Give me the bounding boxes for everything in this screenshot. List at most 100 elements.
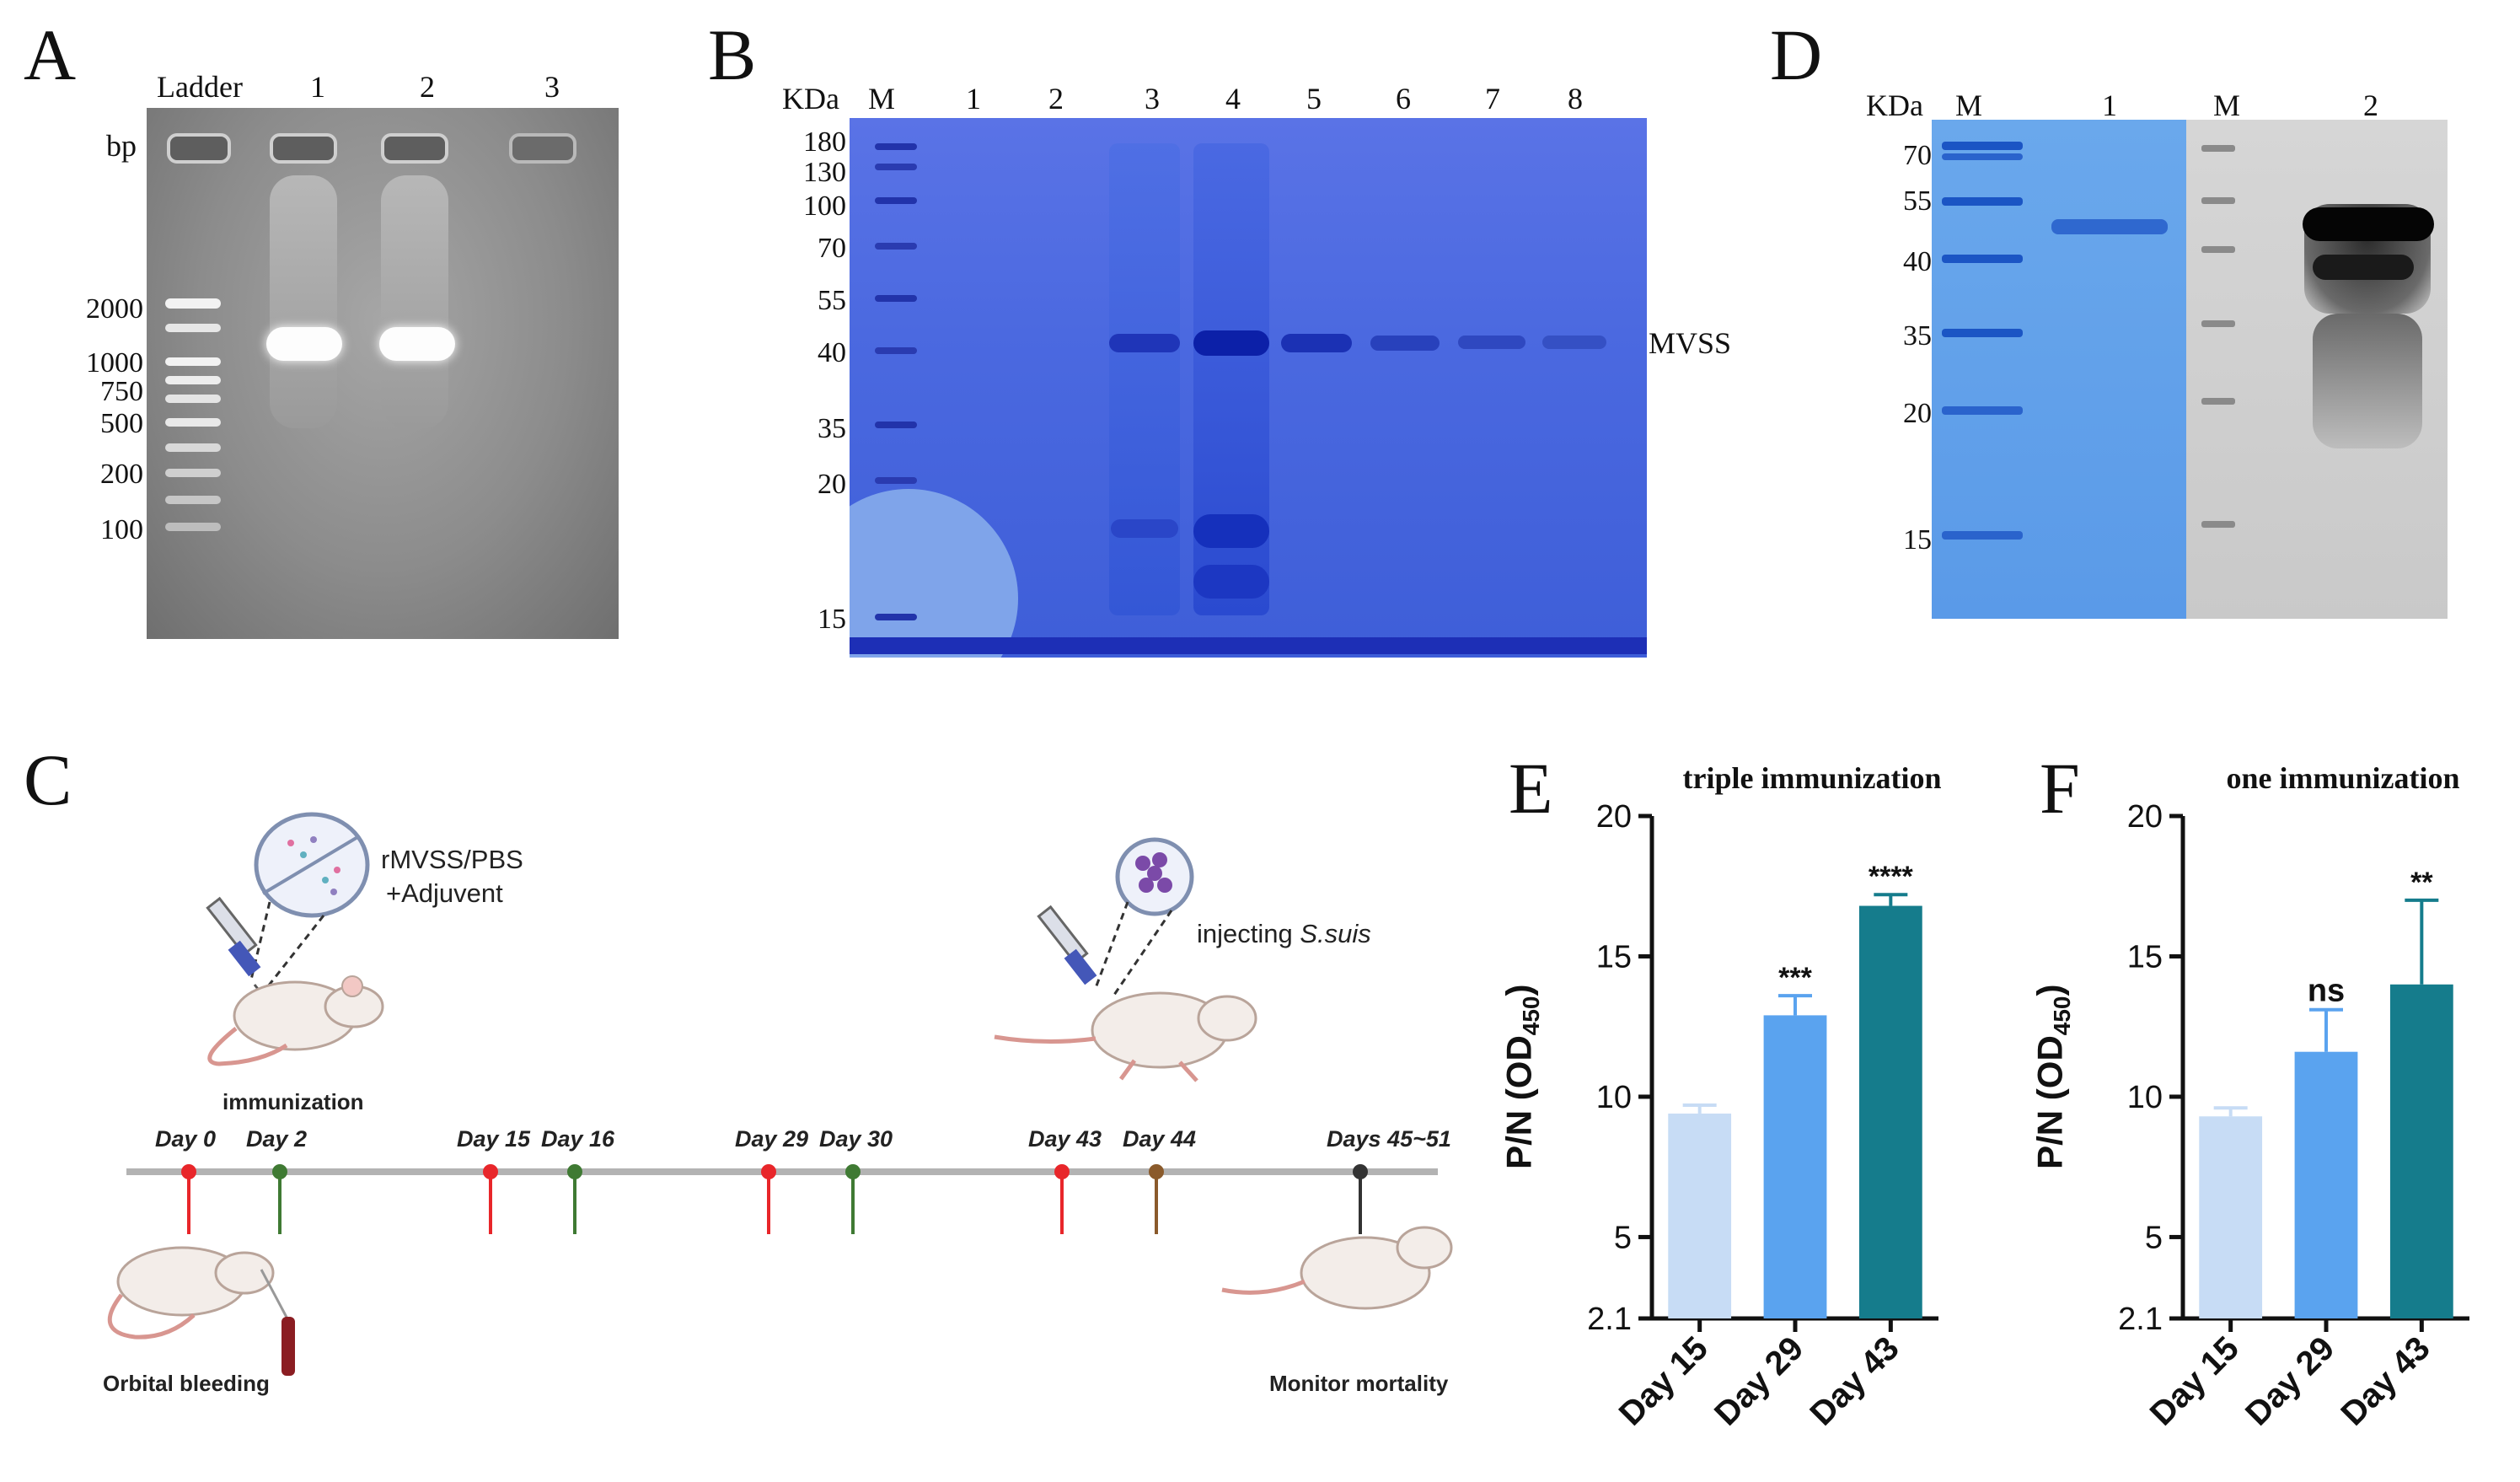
gel-b-lane-3: 3 — [1145, 82, 1160, 115]
category-label: Day 43 — [2334, 1329, 2437, 1432]
gel-d-marker-20: 20 — [1903, 398, 1932, 429]
gel-a-marker-2000: 2000 — [86, 293, 143, 325]
gel-d-lane-m2: M — [2213, 89, 2241, 122]
y-tick-label: 5 — [1614, 1220, 1632, 1255]
significance-label: ns — [2308, 974, 2345, 1009]
gel-a-lane-ladder: Ladder — [157, 70, 243, 104]
gel-d-marker-55: 55 — [1903, 185, 1932, 217]
gel-d-lane-m1: M — [1955, 89, 1983, 122]
gel-a-lane-3: 3 — [544, 70, 560, 104]
significance-label: **** — [1869, 861, 1914, 893]
y-tick-label: 20 — [1596, 799, 1632, 835]
gel-b-mvss-band-label: MVSS — [1649, 326, 1732, 360]
gel-d-marker-15: 15 — [1903, 524, 1932, 556]
timeline-label: Day 16 — [541, 1126, 615, 1152]
y-tick-label: 10 — [1596, 1080, 1632, 1115]
gel-b-lane-7: 7 — [1485, 82, 1500, 115]
chart-f-svg: 2.1 5 10 15 20 Day 15 ns Day 29 ** Day 43 — [2118, 799, 2469, 1433]
immunization-label: immunization — [223, 1089, 364, 1114]
chart-e-ylabel: P/N (OD450) — [1499, 984, 1544, 1169]
gel-a-marker-100: 100 — [100, 514, 143, 545]
category-label: Day 15 — [1612, 1329, 1715, 1432]
gel-d-lane-2: 2 — [2363, 89, 2378, 122]
y-tick-label: 20 — [2127, 799, 2163, 835]
timeline-label: Day 29 — [735, 1126, 809, 1152]
sds-page-gel-image — [850, 118, 1647, 658]
gel-d-marker-70: 70 — [1903, 140, 1932, 171]
gel-a-bp-label: bp — [106, 129, 137, 163]
gel-a-marker-1000: 1000 — [86, 347, 143, 379]
timeline-label: Day 15 — [457, 1126, 531, 1152]
western-blot-image — [2186, 120, 2448, 619]
mouse-bleeding-icon — [107, 1246, 295, 1376]
gel-b-marker-70: 70 — [818, 233, 846, 264]
y-tick-label: 15 — [1596, 939, 1632, 975]
y-tick-label: 2.1 — [1587, 1302, 1632, 1337]
chart-e-svg: 2.1 5 10 15 20 Day 15 *** Day 29 **** Day 43 — [1587, 799, 1938, 1433]
y-tick-label: 15 — [2127, 939, 2163, 975]
gel-b-unit-label: KDa — [782, 82, 839, 115]
gel-b-lane-m: M — [868, 82, 896, 115]
bar — [1763, 1015, 1827, 1318]
timeline-dot — [761, 1164, 776, 1179]
gel-b-lane-5: 5 — [1306, 82, 1322, 115]
timeline-label: Days 45~51 — [1327, 1126, 1451, 1152]
mouse-monitor-icon — [1221, 1226, 1453, 1310]
timeline-label: Day 2 — [246, 1126, 308, 1152]
significance-label: ** — [2410, 867, 2433, 899]
panel-b-letter: B — [708, 14, 757, 95]
timeline-dot — [1149, 1164, 1164, 1179]
gel-b-lane-8: 8 — [1568, 82, 1583, 115]
gel-b-marker-180: 180 — [803, 126, 846, 158]
timeline-dot — [567, 1164, 582, 1179]
orbital-bleeding-label: Orbital bleeding — [103, 1371, 270, 1396]
gel-b-marker-55: 55 — [818, 285, 846, 316]
antigen-label-line1: rMVSS/PBS — [381, 845, 523, 874]
gel-b-marker-20: 20 — [818, 469, 846, 500]
timeline-label: Day 0 — [155, 1126, 217, 1152]
gel-a-lane-2: 2 — [420, 70, 435, 104]
category-label: Day 15 — [2143, 1329, 2246, 1432]
timeline-label: Day 43 — [1028, 1126, 1102, 1152]
category-label: Day 43 — [1803, 1329, 1906, 1432]
injecting-label: injecting S.suis — [1197, 919, 1371, 948]
timeline-dot — [1054, 1164, 1070, 1179]
timeline-label: Day 30 — [819, 1126, 893, 1152]
gel-d-lane-1: 1 — [2102, 89, 2117, 122]
y-tick-label: 2.1 — [2118, 1302, 2163, 1337]
agarose-gel-image — [147, 108, 619, 639]
timeline-dot — [845, 1164, 861, 1179]
gel-b-marker-35: 35 — [818, 413, 846, 444]
bar — [1668, 1113, 1732, 1318]
bar — [1858, 905, 1922, 1318]
bar — [2199, 1116, 2263, 1318]
gel-b-marker-130: 130 — [803, 157, 846, 188]
timeline-dot — [181, 1164, 196, 1179]
gel-a-marker-750: 750 — [100, 376, 143, 407]
mouse-immunization-icon — [207, 975, 384, 1066]
syringe-icon-2 — [1037, 905, 1097, 985]
gel-a-marker-500: 500 — [100, 408, 143, 439]
category-label: Day 29 — [1708, 1329, 1810, 1432]
mouse-challenge-icon — [994, 991, 1257, 1082]
timeline-dot — [272, 1164, 287, 1179]
panel-f-letter: F — [2040, 748, 2080, 829]
y-tick-label: 5 — [2145, 1220, 2163, 1255]
chart-f-title: one immunization — [2226, 761, 2460, 795]
panel-e-letter: E — [1509, 748, 1553, 829]
antigen-capsule-icon — [254, 812, 370, 918]
gel-b-lane-4: 4 — [1225, 82, 1241, 115]
bar — [2294, 1051, 2358, 1318]
chart-e-title: triple immunization — [1682, 761, 1942, 795]
panel-a-letter: A — [24, 14, 77, 95]
gel-a-lane-1: 1 — [310, 70, 325, 104]
bar — [2389, 984, 2453, 1318]
coomassie-gel-d-image — [1932, 120, 2186, 619]
timeline-dot — [483, 1164, 498, 1179]
gel-d-marker-35: 35 — [1903, 320, 1932, 352]
gel-b-lane-1: 1 — [966, 82, 981, 115]
panel-d-letter: D — [1770, 14, 1823, 95]
gel-d-unit-label: KDa — [1866, 89, 1923, 122]
antigen-label-line2: +Adjuvent — [386, 878, 503, 908]
significance-label: *** — [1778, 962, 1812, 994]
